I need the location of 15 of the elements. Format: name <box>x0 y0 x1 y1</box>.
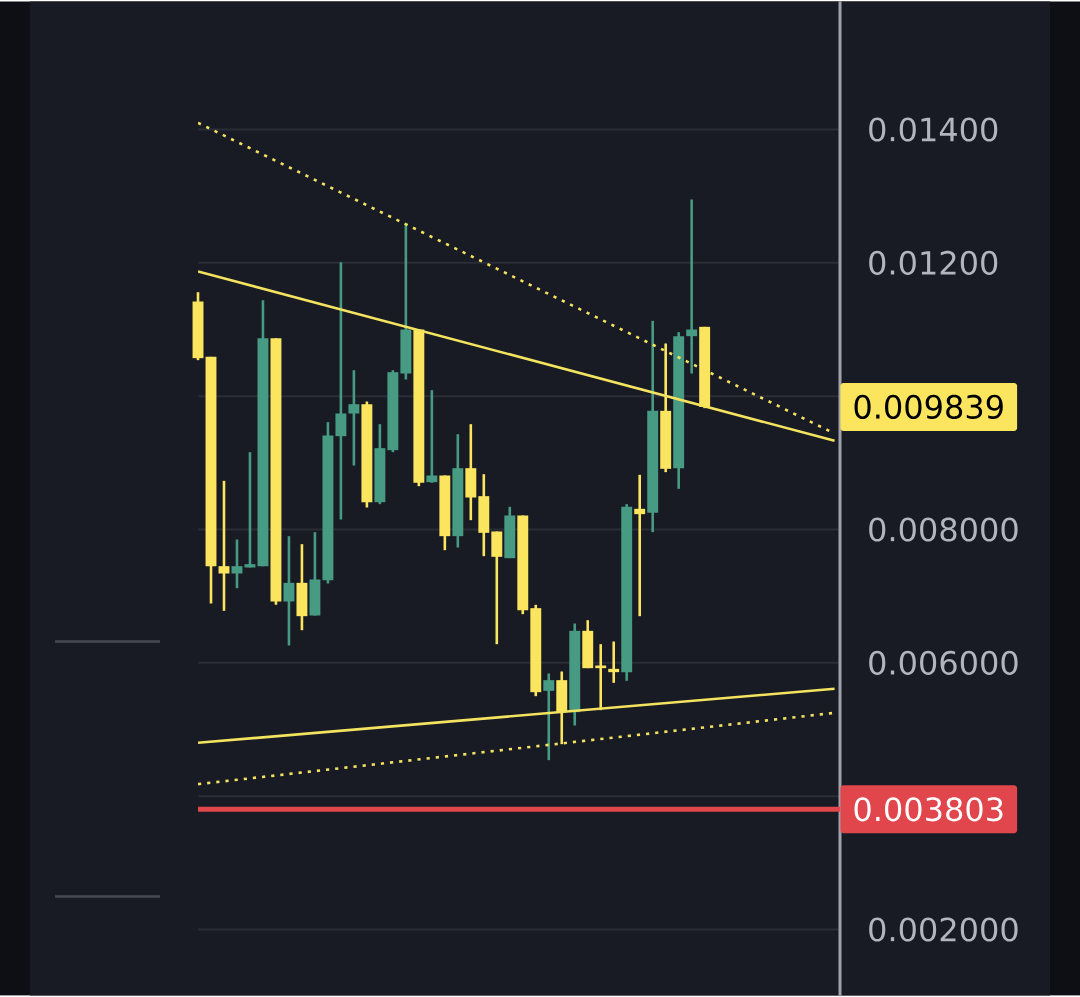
ref-line-label: 0.003803 <box>854 797 1003 822</box>
candlestick <box>686 198 698 375</box>
candlestick <box>543 672 555 762</box>
y-tick-label: 0.002000 <box>869 917 1018 942</box>
text: 0.009839 <box>854 394 1003 419</box>
y-tick-label: 0.006000 <box>869 650 1018 675</box>
y-tick-label: 0.01200 <box>869 250 998 275</box>
candlestick <box>335 260 347 521</box>
y-tick-label: 0.01400 <box>869 117 998 142</box>
y-tick-label: 0.008000 <box>869 517 1018 542</box>
candlestick <box>634 473 646 618</box>
candlestick <box>426 388 438 485</box>
candlestick <box>348 368 360 467</box>
candlestick <box>283 534 295 647</box>
candlestick <box>608 640 620 685</box>
